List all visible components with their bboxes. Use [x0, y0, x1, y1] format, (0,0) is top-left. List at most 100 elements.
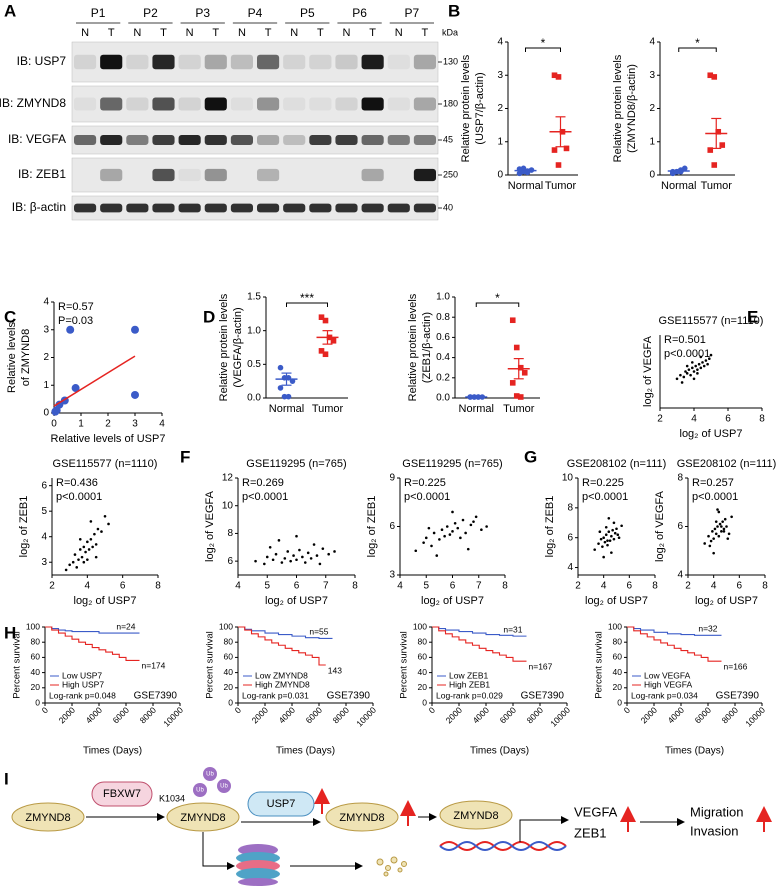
data-point: [78, 537, 82, 541]
band: [204, 134, 227, 146]
data-point: [448, 533, 452, 536]
data-point: [730, 515, 733, 519]
data-point: [616, 533, 620, 537]
phenotype-label: Migration: [690, 804, 743, 819]
data-point: [480, 528, 483, 532]
data-point: [321, 547, 325, 550]
data-point: [699, 355, 703, 359]
dna-strand: [439, 841, 567, 851]
data-point: [93, 532, 96, 536]
data-point: [607, 530, 611, 534]
band: [230, 134, 253, 146]
data-point: [312, 543, 316, 546]
y-tick-label: 100: [219, 621, 233, 631]
band: [387, 203, 410, 213]
x-tick-label: 4000: [666, 705, 687, 726]
data-point: [306, 551, 310, 555]
data-point: [322, 317, 329, 324]
x-tick-label: 6000: [111, 705, 132, 726]
data-point: [713, 527, 717, 531]
arrow: [519, 816, 569, 842]
y-tick-label: 1.5: [247, 292, 261, 303]
data-point: [607, 516, 611, 520]
annotation: p<0.0001: [242, 491, 288, 503]
data-point: [612, 521, 616, 525]
data-point: [68, 563, 71, 567]
y-tick-label: 100: [608, 621, 622, 631]
data-point: [438, 538, 441, 541]
data-point: [555, 74, 562, 80]
y-axis-label: Relative protein levels: [612, 54, 624, 162]
x-tick-label: 10000: [161, 705, 185, 729]
annotation: p<0.0001: [692, 491, 738, 503]
data-point: [474, 515, 478, 519]
blot-strip: [71, 157, 439, 193]
data-point: [692, 370, 696, 373]
lane-label: T: [422, 27, 429, 39]
panel-label: G: [524, 447, 537, 466]
node-label: ZMYND8: [453, 810, 498, 822]
data-point: [593, 548, 596, 551]
x-tick-label: 4000: [471, 705, 492, 726]
data-point: [86, 540, 89, 544]
data-point: [599, 537, 603, 541]
data-point: [73, 553, 77, 556]
panel-label: F: [180, 447, 190, 466]
data-point: [613, 531, 617, 535]
band: [387, 97, 410, 111]
band: [283, 54, 306, 70]
x-tick-label: 10000: [354, 705, 378, 729]
x-tick-label: 8000: [720, 705, 741, 726]
patient-label: P3: [195, 6, 210, 20]
y-tick-label: 6: [567, 532, 573, 543]
data-point: [55, 400, 64, 409]
x-axis-label: log₂ of USP7: [585, 595, 648, 607]
data-point: [687, 368, 691, 371]
band: [335, 54, 358, 70]
y-tick-label: 10: [222, 500, 234, 511]
x-tick-label: 8: [502, 581, 508, 592]
y-tick-label: 2: [497, 103, 503, 114]
chart: 0 1 2 3 4 Relative protein levels (USP7/β-acti…: [460, 36, 578, 192]
x-tick-label: 10000: [743, 705, 767, 729]
data-point: [271, 558, 275, 562]
band: [74, 54, 97, 70]
lane-label: T: [212, 27, 219, 39]
x-tick-label: 6: [737, 581, 743, 592]
panel-label: C: [4, 307, 16, 326]
x-tick-label: Tumor: [503, 403, 535, 415]
data-point: [75, 566, 79, 569]
x-axis-label: Relative levels of USP7: [51, 433, 166, 445]
y-tick-label: 0: [497, 170, 503, 181]
data-point: [702, 364, 706, 368]
chart: 0.0 0.5 1.0 1.5 Relative protein levels (VEGF…: [218, 291, 348, 415]
data-point: [107, 522, 110, 526]
data-point: [263, 562, 266, 566]
y-axis-label: Relative protein levels: [407, 293, 419, 401]
x-tick-label: 8: [652, 581, 658, 592]
data-point: [277, 539, 281, 542]
data-point: [513, 344, 520, 351]
significance-bracket: [475, 302, 520, 307]
data-point: [303, 561, 307, 564]
x-tick-label: 2: [575, 581, 581, 592]
band: [230, 203, 253, 213]
data-point: [555, 162, 562, 168]
lane-label: T: [108, 27, 115, 39]
data-point: [598, 530, 602, 534]
marker-size: 130: [443, 56, 458, 66]
chart: 6 8 10 12 4 5 6 7 8 log₂ of VEGFA log₂ of USP7 GSE1…: [204, 458, 358, 607]
data-point: [610, 551, 613, 554]
y-axis-label: Relative protein levels: [460, 54, 472, 162]
y-tick-label: 80: [31, 636, 41, 646]
data-point: [722, 530, 726, 533]
data-point: [601, 545, 604, 548]
x-tick-label: 4: [397, 581, 403, 592]
x-tick-label: Normal: [508, 180, 543, 192]
y-tick-label: 3: [43, 324, 49, 335]
x-axis-label: log₂ of USP7: [680, 428, 743, 440]
data-point: [723, 517, 727, 521]
data-point: [315, 554, 319, 557]
